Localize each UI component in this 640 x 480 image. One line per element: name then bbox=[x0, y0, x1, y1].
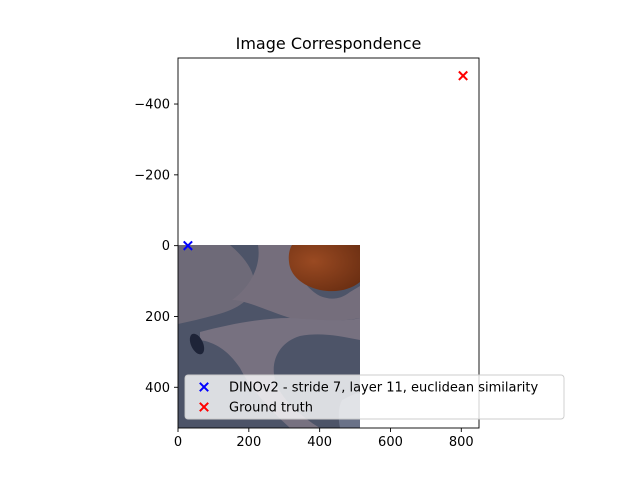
x-tick-label: 200 bbox=[236, 435, 261, 450]
scatter-point-series-0 bbox=[183, 240, 193, 251]
legend-label-series-0: DINOv2 - stride 7, layer 11, euclidean s… bbox=[229, 381, 539, 396]
x-tick-label: 0 bbox=[174, 435, 182, 450]
legend-marker-series-0 bbox=[199, 382, 209, 392]
x-tick-label: 800 bbox=[449, 435, 474, 450]
y-tick-label: 200 bbox=[145, 310, 170, 325]
legend-label-series-1: Ground truth bbox=[229, 401, 313, 416]
y-tick-label: 400 bbox=[145, 381, 170, 396]
y-tick-label: −400 bbox=[134, 98, 170, 113]
background-image bbox=[178, 245, 360, 428]
y-tick-label: 0 bbox=[162, 239, 170, 254]
legend-marker-series-1 bbox=[199, 402, 209, 412]
axes-frame bbox=[177, 57, 480, 429]
legend-box bbox=[184, 374, 565, 420]
data-markers bbox=[183, 70, 468, 251]
chart-title: Image Correspondence bbox=[236, 34, 422, 53]
x-tick-label: 600 bbox=[378, 435, 403, 450]
scatter-point-series-1 bbox=[458, 70, 468, 81]
x-axis: 0 200 400 600 800 bbox=[174, 428, 474, 450]
y-tick-label: −200 bbox=[134, 168, 170, 183]
x-tick-label: 400 bbox=[307, 435, 332, 450]
y-axis: −400 −200 0 200 400 bbox=[134, 98, 178, 396]
legend: DINOv2 - stride 7, layer 11, euclidean s… bbox=[184, 374, 565, 420]
